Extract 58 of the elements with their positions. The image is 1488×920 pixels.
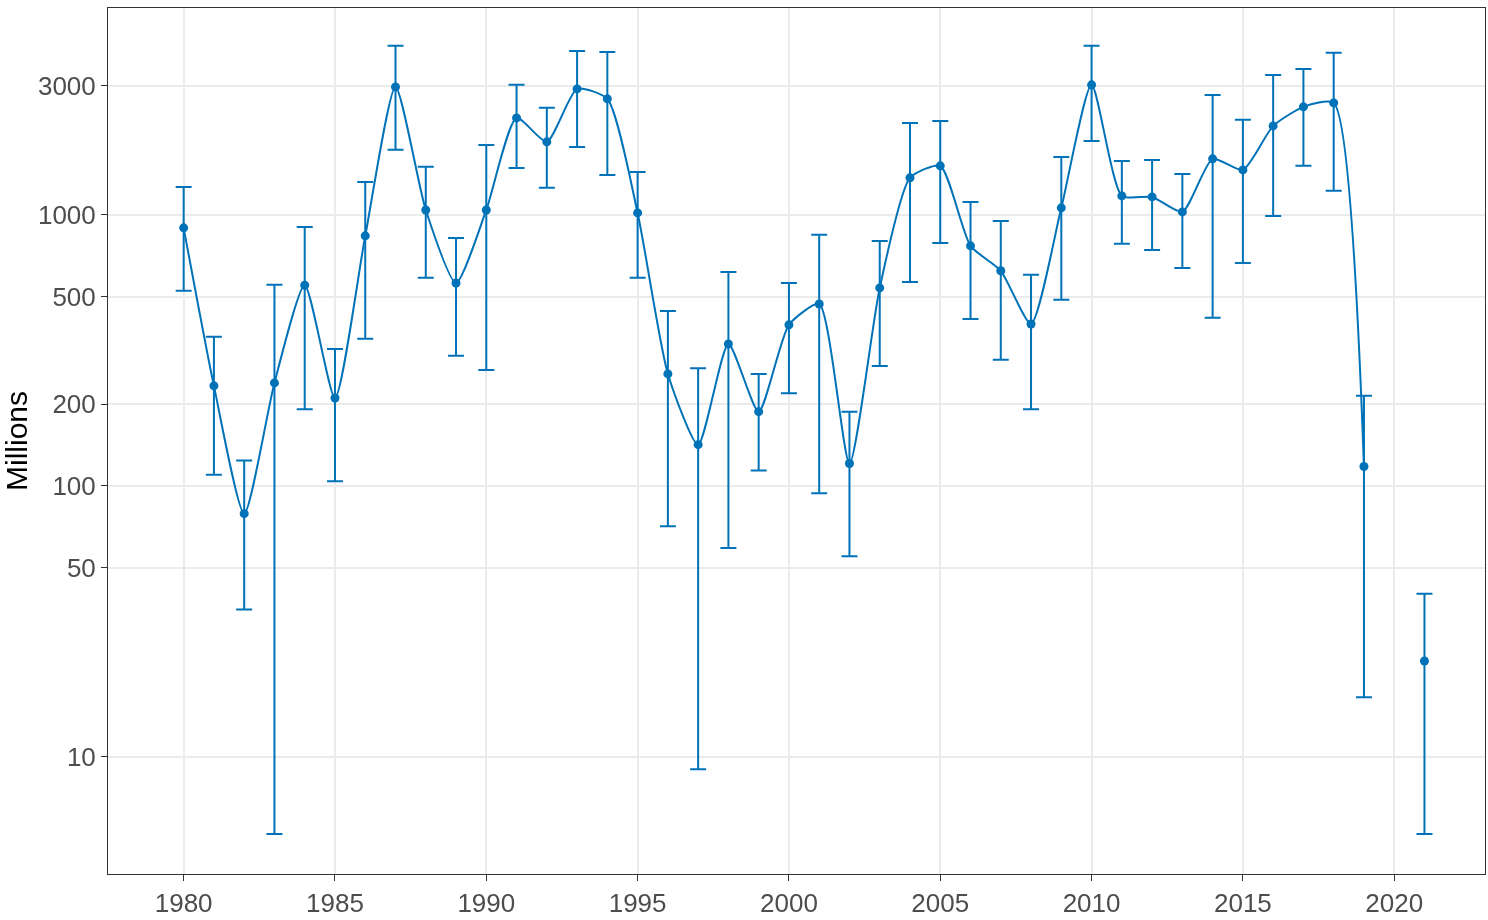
y-tick-label: 10 bbox=[66, 742, 96, 773]
point bbox=[693, 440, 703, 450]
point bbox=[391, 82, 401, 92]
point bbox=[300, 280, 310, 290]
point bbox=[209, 381, 219, 391]
point bbox=[663, 369, 673, 379]
point bbox=[1117, 191, 1127, 201]
point bbox=[602, 94, 612, 104]
point bbox=[1359, 461, 1369, 471]
y-tick-label: 100 bbox=[52, 471, 96, 502]
point bbox=[905, 173, 915, 183]
point bbox=[1268, 121, 1278, 131]
point bbox=[1238, 165, 1248, 175]
point bbox=[966, 241, 976, 251]
x-tick-label: 1980 bbox=[154, 888, 213, 919]
point bbox=[875, 283, 885, 293]
x-tick-label: 2015 bbox=[1213, 888, 1272, 919]
point bbox=[1177, 207, 1187, 217]
y-tick-label: 50 bbox=[66, 552, 96, 583]
point bbox=[1087, 80, 1097, 90]
point bbox=[754, 407, 764, 417]
x-tick-label: 2020 bbox=[1365, 888, 1424, 919]
point bbox=[512, 113, 522, 123]
point bbox=[1419, 656, 1429, 666]
point bbox=[1026, 319, 1036, 329]
point bbox=[1298, 102, 1308, 112]
y-tick-label: 3000 bbox=[37, 70, 96, 101]
y-tick-label: 500 bbox=[52, 281, 96, 312]
point bbox=[935, 161, 945, 171]
point bbox=[814, 299, 824, 309]
x-tick-label: 1990 bbox=[457, 888, 516, 919]
point bbox=[1147, 192, 1157, 202]
x-tick-label: 1995 bbox=[608, 888, 667, 919]
point bbox=[179, 223, 189, 233]
point bbox=[421, 205, 431, 215]
point bbox=[542, 137, 552, 147]
point bbox=[451, 278, 461, 288]
x-tick-label: 1985 bbox=[306, 888, 364, 919]
point bbox=[269, 378, 279, 388]
point bbox=[360, 231, 370, 241]
x-tick-label: 2005 bbox=[911, 888, 970, 919]
y-axis-title: Millions bbox=[0, 390, 33, 492]
y-tick-label: 200 bbox=[52, 389, 96, 420]
point bbox=[996, 266, 1006, 276]
point bbox=[723, 339, 733, 349]
point bbox=[844, 459, 854, 468]
point bbox=[239, 509, 249, 519]
x-tick-label: 2010 bbox=[1062, 888, 1121, 919]
point bbox=[1208, 154, 1218, 164]
point bbox=[1056, 203, 1066, 213]
x-tick-label: 2000 bbox=[760, 888, 818, 919]
y-tick-label: 1000 bbox=[37, 200, 96, 231]
point bbox=[633, 208, 643, 218]
point bbox=[572, 84, 582, 94]
point bbox=[330, 393, 340, 403]
point bbox=[784, 320, 794, 330]
point bbox=[1329, 98, 1339, 108]
point bbox=[481, 205, 491, 215]
